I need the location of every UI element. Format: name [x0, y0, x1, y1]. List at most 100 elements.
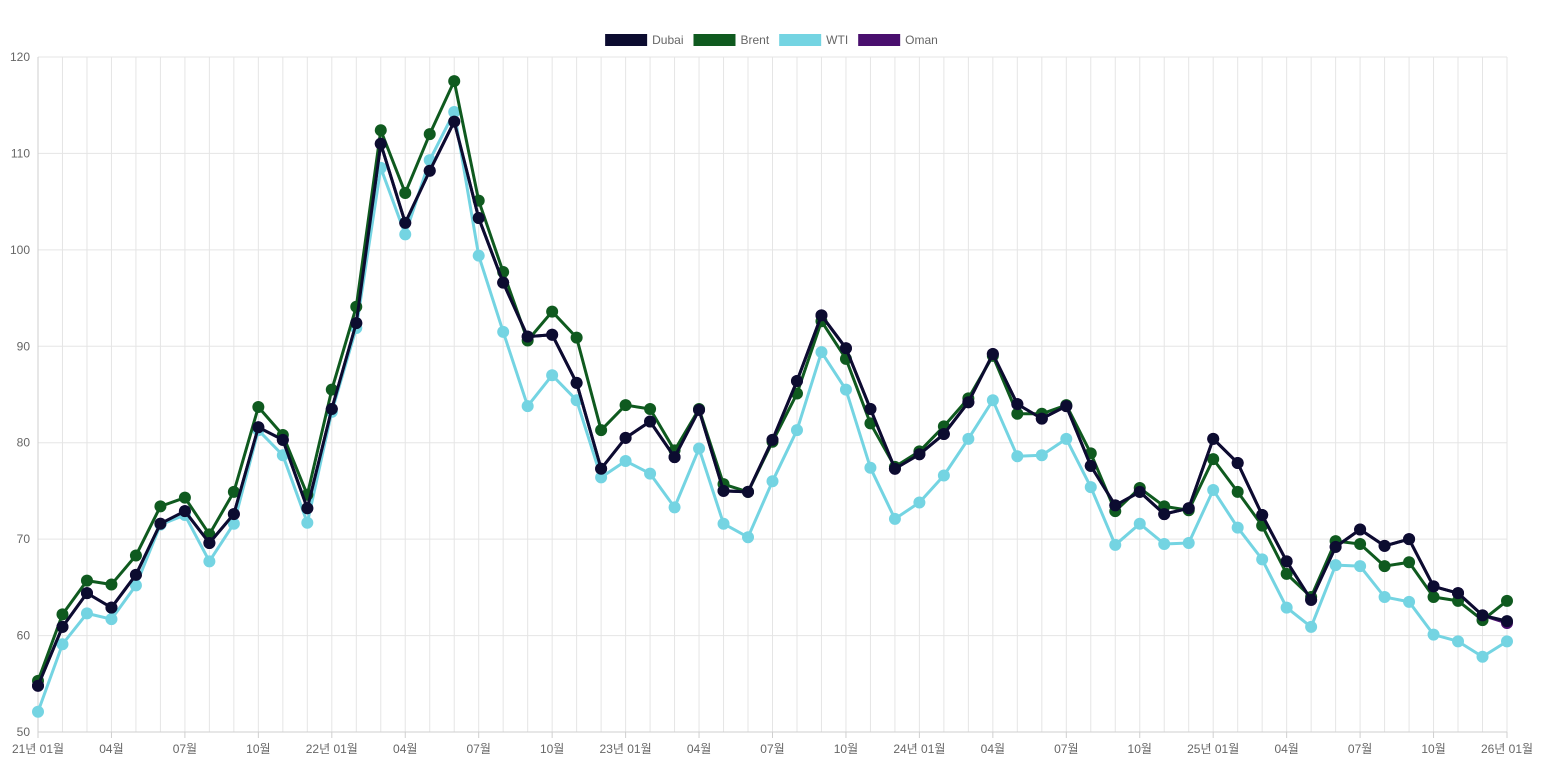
data-point-dubai[interactable] — [448, 115, 461, 128]
data-point-dubai[interactable] — [913, 448, 926, 461]
data-point-wti[interactable] — [1182, 537, 1195, 549]
data-point-brent[interactable] — [1427, 591, 1440, 603]
data-point-wti[interactable] — [1011, 450, 1024, 463]
data-point-dubai[interactable] — [80, 587, 93, 600]
data-point-wti[interactable] — [203, 555, 216, 568]
data-point-wti[interactable] — [448, 105, 461, 118]
data-point-dubai[interactable] — [986, 348, 999, 360]
data-point-dubai[interactable] — [1476, 609, 1489, 622]
data-point-wti[interactable] — [56, 638, 69, 651]
data-point-dubai[interactable] — [864, 402, 877, 415]
data-point-brent[interactable] — [154, 500, 167, 513]
data-point-dubai[interactable] — [1354, 523, 1367, 536]
data-point-brent[interactable] — [1403, 556, 1416, 569]
data-point-brent[interactable] — [1011, 407, 1024, 420]
data-point-dubai[interactable] — [178, 505, 191, 518]
data-point-wti[interactable] — [962, 432, 975, 445]
data-point-dubai[interactable] — [350, 317, 363, 330]
data-point-dubai[interactable] — [644, 415, 657, 428]
data-point-wti[interactable] — [839, 383, 852, 396]
data-point-wti[interactable] — [1329, 559, 1342, 572]
data-point-wti[interactable] — [1158, 537, 1171, 550]
data-point-dubai[interactable] — [472, 212, 485, 225]
data-point-wti[interactable] — [864, 461, 877, 474]
data-point-wti[interactable] — [1378, 591, 1391, 603]
data-point-brent[interactable] — [374, 124, 387, 137]
data-point-dubai[interactable] — [497, 276, 510, 289]
data-point-wti[interactable] — [1231, 521, 1244, 534]
legend-item-oman[interactable]: Oman — [858, 33, 938, 47]
data-point-dubai[interactable] — [962, 396, 975, 409]
data-point-wti[interactable] — [105, 613, 118, 626]
data-point-brent[interactable] — [570, 331, 583, 344]
data-point-brent[interactable] — [1501, 594, 1513, 607]
data-point-wti[interactable] — [717, 517, 730, 530]
data-point-dubai[interactable] — [105, 601, 118, 614]
data-point-dubai[interactable] — [1280, 555, 1293, 568]
data-point-wti[interactable] — [619, 455, 632, 468]
data-point-dubai[interactable] — [1207, 432, 1220, 445]
data-point-dubai[interactable] — [742, 485, 755, 498]
data-point-dubai[interactable] — [521, 330, 534, 343]
data-point-dubai[interactable] — [56, 620, 69, 633]
data-point-dubai[interactable] — [839, 342, 852, 355]
data-point-dubai[interactable] — [1378, 539, 1391, 552]
data-point-wti[interactable] — [668, 501, 681, 514]
data-point-wti[interactable] — [790, 424, 803, 437]
data-point-wti[interactable] — [1280, 601, 1293, 614]
data-point-brent[interactable] — [80, 574, 93, 587]
data-point-brent[interactable] — [644, 402, 657, 415]
data-point-wti[interactable] — [595, 471, 608, 484]
legend-item-dubai[interactable]: Dubai — [605, 33, 683, 47]
data-point-wti[interactable] — [301, 516, 314, 529]
data-point-dubai[interactable] — [1452, 587, 1465, 600]
data-point-dubai[interactable] — [1060, 400, 1073, 413]
data-point-wti[interactable] — [472, 249, 485, 262]
data-point-dubai[interactable] — [1329, 540, 1342, 553]
data-point-wti[interactable] — [1109, 538, 1122, 551]
data-point-dubai[interactable] — [766, 433, 779, 446]
data-point-wti[interactable] — [80, 607, 93, 620]
data-point-dubai[interactable] — [595, 462, 608, 475]
data-point-wti[interactable] — [644, 467, 657, 480]
data-point-dubai[interactable] — [276, 433, 289, 446]
data-point-wti[interactable] — [1452, 635, 1465, 648]
data-point-wti[interactable] — [546, 369, 559, 382]
legend-item-wti[interactable]: WTI — [779, 33, 848, 47]
data-point-brent[interactable] — [129, 549, 142, 562]
data-point-brent[interactable] — [1354, 537, 1367, 550]
data-point-dubai[interactable] — [423, 164, 436, 177]
data-point-brent[interactable] — [595, 424, 608, 437]
data-point-dubai[interactable] — [129, 568, 142, 581]
data-point-dubai[interactable] — [325, 402, 338, 415]
data-point-brent[interactable] — [105, 578, 118, 591]
data-point-brent[interactable] — [864, 417, 877, 430]
data-point-wti[interactable] — [986, 394, 999, 407]
data-point-brent[interactable] — [227, 485, 240, 498]
data-point-dubai[interactable] — [937, 428, 950, 441]
data-point-dubai[interactable] — [32, 679, 44, 692]
data-point-dubai[interactable] — [815, 309, 828, 322]
data-point-wti[interactable] — [913, 496, 926, 509]
data-point-brent[interactable] — [546, 305, 559, 318]
data-point-wti[interactable] — [742, 531, 755, 544]
data-point-wti[interactable] — [1060, 432, 1073, 445]
data-point-dubai[interactable] — [570, 376, 583, 389]
data-point-dubai[interactable] — [154, 517, 167, 530]
data-point-wti[interactable] — [1305, 620, 1318, 633]
data-point-wti[interactable] — [1501, 635, 1513, 648]
data-point-dubai[interactable] — [374, 137, 387, 150]
data-point-wti[interactable] — [227, 517, 240, 530]
data-point-wti[interactable] — [1133, 517, 1146, 530]
data-point-dubai[interactable] — [1182, 502, 1195, 515]
data-point-brent[interactable] — [1231, 485, 1244, 498]
data-point-wti[interactable] — [937, 469, 950, 482]
data-point-wti[interactable] — [129, 579, 142, 592]
data-point-dubai[interactable] — [1011, 398, 1024, 411]
data-point-brent[interactable] — [56, 608, 69, 621]
data-point-wti[interactable] — [693, 442, 706, 455]
data-point-brent[interactable] — [252, 401, 265, 414]
data-point-dubai[interactable] — [1427, 580, 1440, 593]
data-point-brent[interactable] — [619, 399, 632, 412]
data-point-dubai[interactable] — [1133, 485, 1146, 498]
